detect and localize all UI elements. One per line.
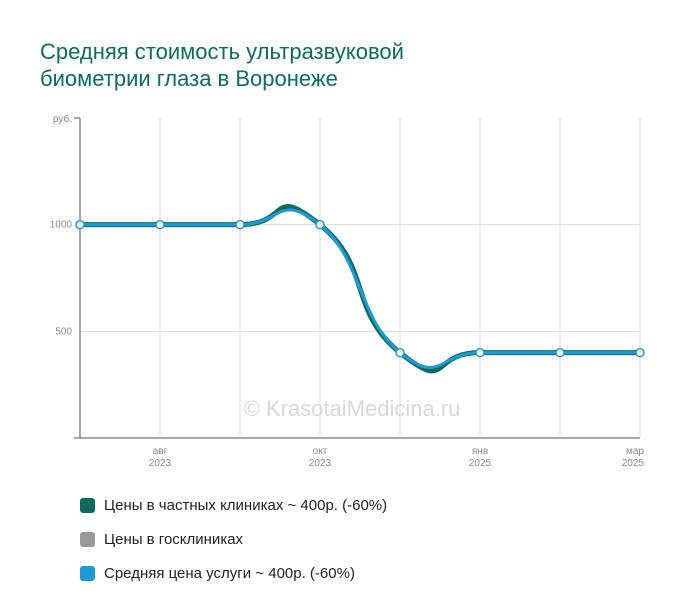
legend-label-average: Средняя цена услуги ~ 400р. (-60%) [104,564,355,582]
data-point [555,347,565,358]
chart-title-line-2: биометрии глаза в Воронеже [40,66,338,91]
data-point [635,347,645,358]
legend-swatch-public [80,531,95,547]
x-tick-label: мар [626,446,644,457]
x-tick-year-label: 2025 [622,458,645,469]
legend-item-average[interactable]: Средняя цена услуги ~ 400р. (-60%) [80,556,387,590]
chart-title-line-1: Средняя стоимость ультразвуковой [40,39,404,64]
data-point [235,219,245,230]
y-tick-label: 1000 [50,220,73,231]
data-point [155,219,165,230]
y-tick-label: 500 [55,326,72,337]
legend-label-private: Цены в частных клиниках ~ 400р. (-60%) [104,496,388,514]
legend-item-private[interactable]: Цены в частных клиниках ~ 400р. (-60%) [80,488,387,522]
x-tick-label: окт [313,446,328,457]
x-tick-label: янв [472,446,488,457]
x-tick-label: авг [153,446,168,457]
data-point [395,347,405,358]
x-tick-year-label: 2023 [149,458,172,469]
chart-title: Средняя стоимость ультразвуковой биометр… [40,38,660,92]
data-point [475,347,485,358]
watermark: © KrasotaiMedicina.ru [244,396,461,421]
data-point [75,219,85,230]
x-tick-year-label: 2023 [309,458,332,469]
legend-label-public: Цены в госклиниках [104,530,244,548]
legend-swatch-private [80,497,95,513]
line-chart: 5001000руб.авг2023окт2023янв2025мар2025©… [50,113,645,469]
series-line [78,208,642,369]
legend-swatch-average [80,565,95,581]
legend: Цены в частных клиниках ~ 400р. (-60%) Ц… [80,488,387,590]
x-tick-year-label: 2025 [469,458,492,469]
legend-item-public[interactable]: Цены в госклиниках [80,522,387,556]
y-axis-unit-label: руб. [53,113,72,125]
data-point [315,219,325,230]
